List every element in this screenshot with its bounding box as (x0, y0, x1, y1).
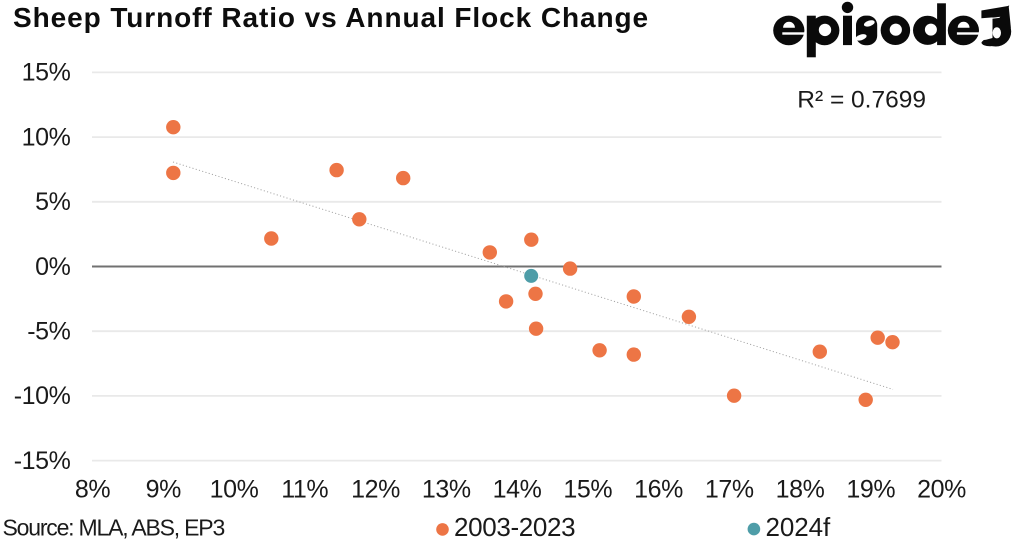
svg-text:2024f: 2024f (766, 512, 831, 542)
svg-text:11%: 11% (281, 475, 328, 503)
svg-text:17%: 17% (705, 475, 754, 503)
svg-text:13%: 13% (422, 475, 471, 503)
svg-text:R² = 0.7699: R² = 0.7699 (797, 87, 926, 114)
svg-text:-10%: -10% (14, 382, 71, 410)
svg-text:18%: 18% (776, 475, 825, 503)
svg-text:8%: 8% (75, 475, 111, 503)
svg-text:15%: 15% (563, 475, 612, 503)
svg-text:9%: 9% (146, 475, 182, 503)
svg-text:5%: 5% (35, 188, 71, 216)
svg-text:19%: 19% (846, 475, 895, 503)
svg-text:12%: 12% (351, 475, 400, 503)
svg-text:10%: 10% (210, 475, 259, 503)
svg-text:0%: 0% (35, 253, 71, 281)
svg-text:16%: 16% (634, 475, 683, 503)
svg-text:14%: 14% (493, 475, 542, 503)
svg-text:10%: 10% (22, 123, 71, 151)
svg-text:20%: 20% (917, 475, 966, 503)
svg-text:Sheep Turnoff Ratio vs Annual: Sheep Turnoff Ratio vs Annual Flock Chan… (13, 2, 649, 33)
svg-text:Source: MLA, ABS, EP3: Source: MLA, ABS, EP3 (3, 515, 225, 541)
svg-text:-5%: -5% (27, 318, 70, 346)
svg-text:2003-2023: 2003-2023 (454, 512, 575, 542)
svg-text:-15%: -15% (14, 447, 71, 475)
svg-text:15%: 15% (22, 59, 71, 87)
